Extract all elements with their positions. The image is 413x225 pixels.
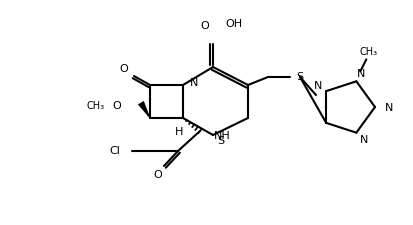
Text: N: N <box>356 69 365 79</box>
Text: N: N <box>313 81 322 91</box>
Polygon shape <box>138 102 150 119</box>
Text: CH₃: CH₃ <box>358 47 377 57</box>
Text: H: H <box>174 126 183 136</box>
Text: OH: OH <box>224 19 242 29</box>
Text: O: O <box>112 101 121 110</box>
Text: O: O <box>119 64 128 74</box>
Text: CH₃: CH₃ <box>87 101 105 110</box>
Text: O: O <box>200 21 209 31</box>
Text: N: N <box>190 78 198 88</box>
Text: S: S <box>295 72 302 82</box>
Text: NH: NH <box>214 130 230 140</box>
Text: S: S <box>216 135 223 145</box>
Text: O: O <box>153 169 162 179</box>
Text: N: N <box>359 134 368 144</box>
Text: Cl: Cl <box>109 145 120 155</box>
Text: N: N <box>384 103 392 112</box>
